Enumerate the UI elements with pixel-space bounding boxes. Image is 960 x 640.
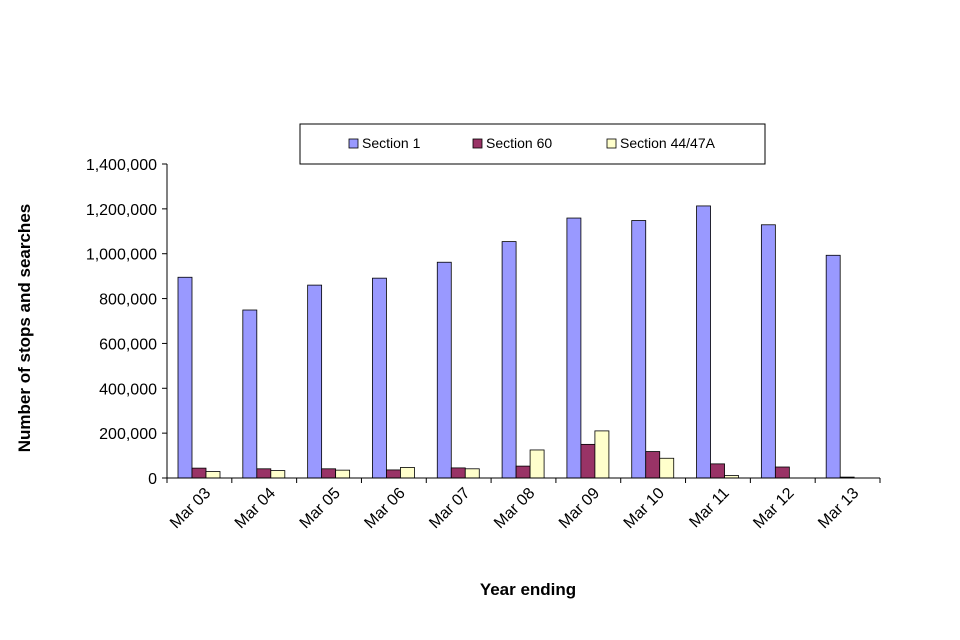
bar-section-60-mar-09 [580,443,596,479]
y-tick-label: 800,000 [99,292,157,309]
bar-section-60-mar-05 [321,468,337,479]
y-tick-label: 1,000,000 [86,247,157,264]
bar-section-60-mar-10 [645,451,661,479]
legend-box [299,123,766,165]
bar-section-44-47a-mar-10 [659,457,675,479]
bar-section-60-mar-11 [710,463,725,479]
bar-section-44-47a-mar-03 [205,471,221,479]
bar-section-60-mar-03 [191,467,207,479]
x-tick-label: Mar 06 [361,485,408,532]
bar-section-60-mar-07 [450,467,466,479]
legend-swatch [348,138,359,149]
bar-section-1-mar-13 [825,254,841,479]
bar-section-1-mar-07 [436,261,452,479]
bar-section-1-mar-03 [177,276,193,479]
x-tick-label: Mar 10 [621,485,668,532]
legend-label: Section 60 [486,135,552,151]
y-tick-label: 1,400,000 [86,157,157,174]
bar-section-1-mar-05 [307,284,323,479]
x-tick-label: Mar 08 [491,485,538,532]
y-tick-label: 1,200,000 [86,202,157,219]
bar-section-1-mar-11 [696,205,711,479]
legend: Section 1 Section 60 Section 44/47A [299,123,766,165]
bar-section-1-mar-10 [631,220,647,479]
bar-section-44-47a-mar-04 [270,470,286,479]
bar-section-44-47a-mar-08 [529,449,545,479]
bar-section-1-mar-08 [501,241,517,479]
y-tick-label: 600,000 [99,336,157,353]
x-tick-label: Mar 07 [426,485,473,532]
bar-section-44-47a-mar-06 [400,467,415,479]
x-axis-title: Year ending [480,580,576,599]
legend-swatch [606,138,617,149]
bar-section-44-47a-mar-07 [464,468,480,479]
x-tick-label: Mar 05 [297,485,344,532]
x-tick-label: Mar 13 [815,485,862,532]
legend-swatch [472,138,483,149]
bar-section-1-mar-12 [760,224,776,479]
y-tick-label: 0 [148,471,157,488]
x-tick-label: Mar 04 [232,485,279,532]
y-tick-label: 400,000 [99,381,157,398]
bar-section-60-mar-12 [774,466,790,479]
x-tick-label: Mar 11 [686,485,732,531]
bar-section-60-mar-06 [386,469,401,479]
bar-section-1-mar-09 [566,217,582,479]
y-tick-label: 200,000 [99,426,157,443]
x-tick-label: Mar 12 [750,485,797,532]
bar-section-60-mar-04 [256,468,272,479]
x-tick-label: Mar 03 [167,485,214,532]
bar-section-44-47a-mar-05 [335,469,351,479]
bar-section-44-47a-mar-09 [594,430,610,479]
bars-group [177,205,855,479]
legend-label: Section 1 [362,135,421,151]
x-tick-label: Mar 09 [556,485,603,532]
bar-section-60-mar-08 [515,465,531,479]
bar-section-1-mar-06 [372,277,387,479]
legend-label: Section 44/47A [620,135,716,151]
y-axis-title: Number of stops and searches [15,204,34,452]
bar-section-1-mar-04 [242,309,258,479]
axes [166,164,880,479]
